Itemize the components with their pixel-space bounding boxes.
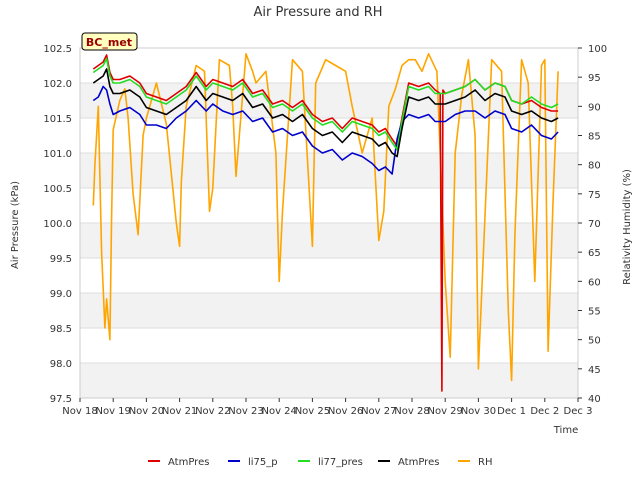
y-axis-title: Air Pressure (kPa) [10,181,21,269]
y2-axis-ticks: 40 45 50 55 60 65 70 75 80 85 90 95 100 [578,44,607,405]
x-tick-label: Nov 29 [427,406,462,417]
x-tick-label: Dec 2 [530,406,559,417]
annotation-box: BC_met [81,32,138,51]
x-tick-label: Nov 21 [162,406,197,417]
series-line-rh-4 [92,52,559,382]
plot-band [80,153,578,188]
x-axis-title: Time [553,425,578,436]
y-tick-label: 98.5 [50,324,72,335]
x-tick-label: Nov 22 [195,406,230,417]
x-tick-label: Nov 26 [328,406,363,417]
y-tick-label: 98.0 [50,359,72,370]
legend-label: AtmPres [398,457,439,468]
chart-title: Air Pressure and RH [253,5,382,20]
y2-tick-label: 90 [588,102,601,113]
x-tick-label: Nov 18 [62,406,97,417]
y2-tick-label: 45 [588,365,601,376]
legend-label: RH [478,457,492,468]
y2-tick-label: 80 [588,161,601,172]
y2-tick-label: 85 [588,132,601,143]
y-tick-label: 102.0 [43,79,72,90]
x-tick-label: Nov 25 [295,406,330,417]
x-tick-label: Nov 30 [461,406,496,417]
x-tick-label: Nov 28 [394,406,429,417]
y2-tick-label: 95 [588,73,601,84]
plot-band [80,363,578,398]
x-tick-label: Nov 23 [228,406,263,417]
x-tick-label: Nov 27 [361,406,396,417]
plot-band [80,293,578,328]
gridlines [80,47,578,399]
y2-tick-label: 70 [588,219,601,230]
y-tick-label: 102.5 [43,44,72,55]
y-tick-label: 97.5 [50,394,72,405]
annotation-label: BC_met [86,36,132,49]
y-tick-label: 99.0 [50,289,72,300]
y-tick-label: 101.0 [43,149,72,160]
series-line-atmpres-3 [92,68,559,158]
x-tick-label: Dec 1 [497,406,526,417]
legend-label: AtmPres [168,457,209,468]
y2-tick-label: 55 [588,307,601,318]
y-axis-ticks: 97.5 98.0 98.5 99.0 99.5 100.0 100.5 101.0 101.5… [43,44,72,405]
y2-tick-label: 75 [588,190,601,201]
series-layer [92,52,559,392]
y2-tick-label: 40 [588,394,601,405]
series-line-li75-p-1 [92,85,559,175]
x-tick-label: Dec 3 [564,406,593,417]
y2-tick-label: 50 [588,336,601,347]
x-tick-label: Nov 20 [129,406,164,417]
legend-label: li77_pres [318,457,363,468]
plot-band [80,223,578,258]
y-tick-label: 100.0 [43,219,72,230]
legend-label: li75_p [248,457,278,468]
legend: AtmPres li75_p li77_pres AtmPres RH [148,457,492,468]
y-tick-label: 99.5 [50,254,72,265]
y-tick-label: 101.5 [43,114,72,125]
y2-axis-title: Relativity Humidity (%) [622,169,633,285]
series-line-li77-pres-2 [92,57,559,151]
y2-tick-label: 60 [588,277,601,288]
y2-tick-label: 100 [588,44,607,55]
y2-tick-label: 65 [588,248,601,259]
y-tick-label: 100.5 [43,184,72,195]
x-tick-label: Nov 19 [95,406,130,417]
x-tick-label: Nov 24 [261,406,296,417]
